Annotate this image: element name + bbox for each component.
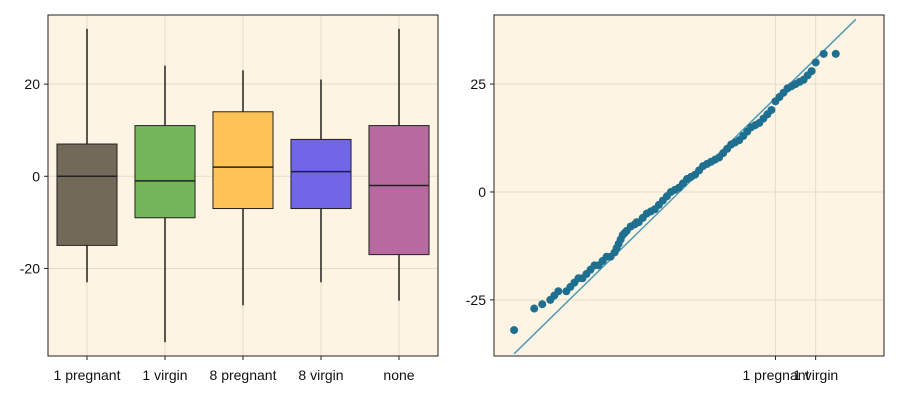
y-tick-label: -20 [20,260,40,276]
x-tick-label: 8 virgin [298,367,343,383]
plot-background [494,15,884,356]
x-tick-label: 8 pregnant [210,367,277,383]
qq-point [554,287,563,296]
box-4 [290,138,352,210]
qq-point [819,49,828,58]
box-plot-panel: 20 0 -20 1 pregnant 1 virgin 8 pregnant 8 virg… [20,14,439,383]
y-tick-label: 20 [24,76,40,92]
qq-point [811,58,820,67]
y-tick-label: 0 [478,184,486,200]
plot-frame [493,14,885,357]
x-tick-label: 1 virgin [142,367,187,383]
x-tick-label: none [383,367,414,383]
qq-point [767,105,776,114]
box-1 [56,143,118,246]
y-tick-label: 0 [32,168,40,184]
qq-point [807,67,816,76]
y-tick-label: -25 [466,292,486,308]
qq-point [831,49,840,58]
box-3 [212,111,274,210]
box-2 [134,125,196,219]
x-tick-label: 1 pregnant [742,367,809,383]
qq-point [538,300,547,309]
x-tick-label: 1 virgin [793,367,838,383]
qq-point [510,326,519,335]
box-5 [368,125,430,256]
x-tick-label: 1 pregnant [54,367,121,383]
qq-point [530,304,539,313]
y-tick-label: 25 [470,76,486,92]
